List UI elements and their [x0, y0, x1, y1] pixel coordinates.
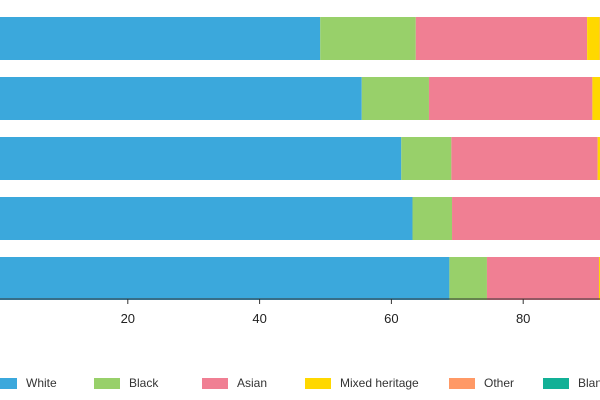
legend-swatch — [543, 377, 569, 389]
x-tick-label-20: 20 — [121, 311, 135, 326]
legend-swatch — [449, 377, 475, 389]
bar-segment-black-row-3 — [401, 137, 452, 180]
bar-segment-black-row-4 — [412, 197, 453, 240]
x-axis: 20 40 60 80 — [0, 298, 600, 326]
bar-segment-white-row-3 — [0, 137, 402, 180]
bar-segment-mixed-heritage-row-2 — [592, 77, 600, 120]
legend-label: Asian — [237, 376, 268, 390]
legend-item-blank: Blank — [543, 374, 600, 392]
legend-label: Black — [129, 376, 159, 390]
legend-swatch — [202, 377, 228, 389]
legend-swatch — [0, 377, 17, 389]
bar-segment-asian-row-1 — [415, 17, 588, 60]
bar-segment-white-row-2 — [0, 77, 362, 120]
bar-segment-mixed-heritage-row-3 — [597, 137, 600, 180]
bar-segment-white-row-5 — [0, 257, 450, 300]
legend-swatch — [94, 377, 120, 389]
bar-segment-black-row-5 — [449, 257, 487, 300]
bar-segment-black-row-2 — [361, 77, 429, 120]
legend: White Black Asian Mixed heritage Other Blank — [0, 374, 600, 392]
legend-label: Blank — [578, 376, 600, 390]
bar-segment-mixed-heritage-row-5 — [598, 257, 600, 300]
bar-segment-white-row-1 — [0, 17, 321, 60]
bar-segment-asian-row-5 — [486, 257, 599, 300]
bar-segment-white-row-4 — [0, 197, 413, 240]
legend-label: Other — [484, 376, 515, 390]
bar-segment-asian-row-2 — [428, 77, 593, 120]
x-tick-label-80: 80 — [516, 311, 530, 326]
x-tick-label-60: 60 — [384, 311, 398, 326]
legend-swatch — [305, 377, 331, 389]
bars-layer — [0, 17, 600, 300]
bar-segment-black-row-1 — [320, 17, 416, 60]
bar-segment-mixed-heritage-row-1 — [587, 17, 600, 60]
legend-item-white: White — [0, 374, 57, 392]
x-tick-label-40: 40 — [252, 311, 266, 326]
legend-item-black: Black — [94, 374, 158, 392]
bar-segment-asian-row-3 — [451, 137, 598, 180]
bar-segment-asian-row-4 — [452, 197, 600, 240]
legend-item-other: Other — [449, 374, 514, 392]
legend-label: Mixed heritage — [340, 376, 419, 390]
legend-item-mixed-heritage: Mixed heritage — [305, 374, 419, 392]
legend-label: White — [26, 376, 57, 390]
legend-item-asian: Asian — [202, 374, 267, 392]
